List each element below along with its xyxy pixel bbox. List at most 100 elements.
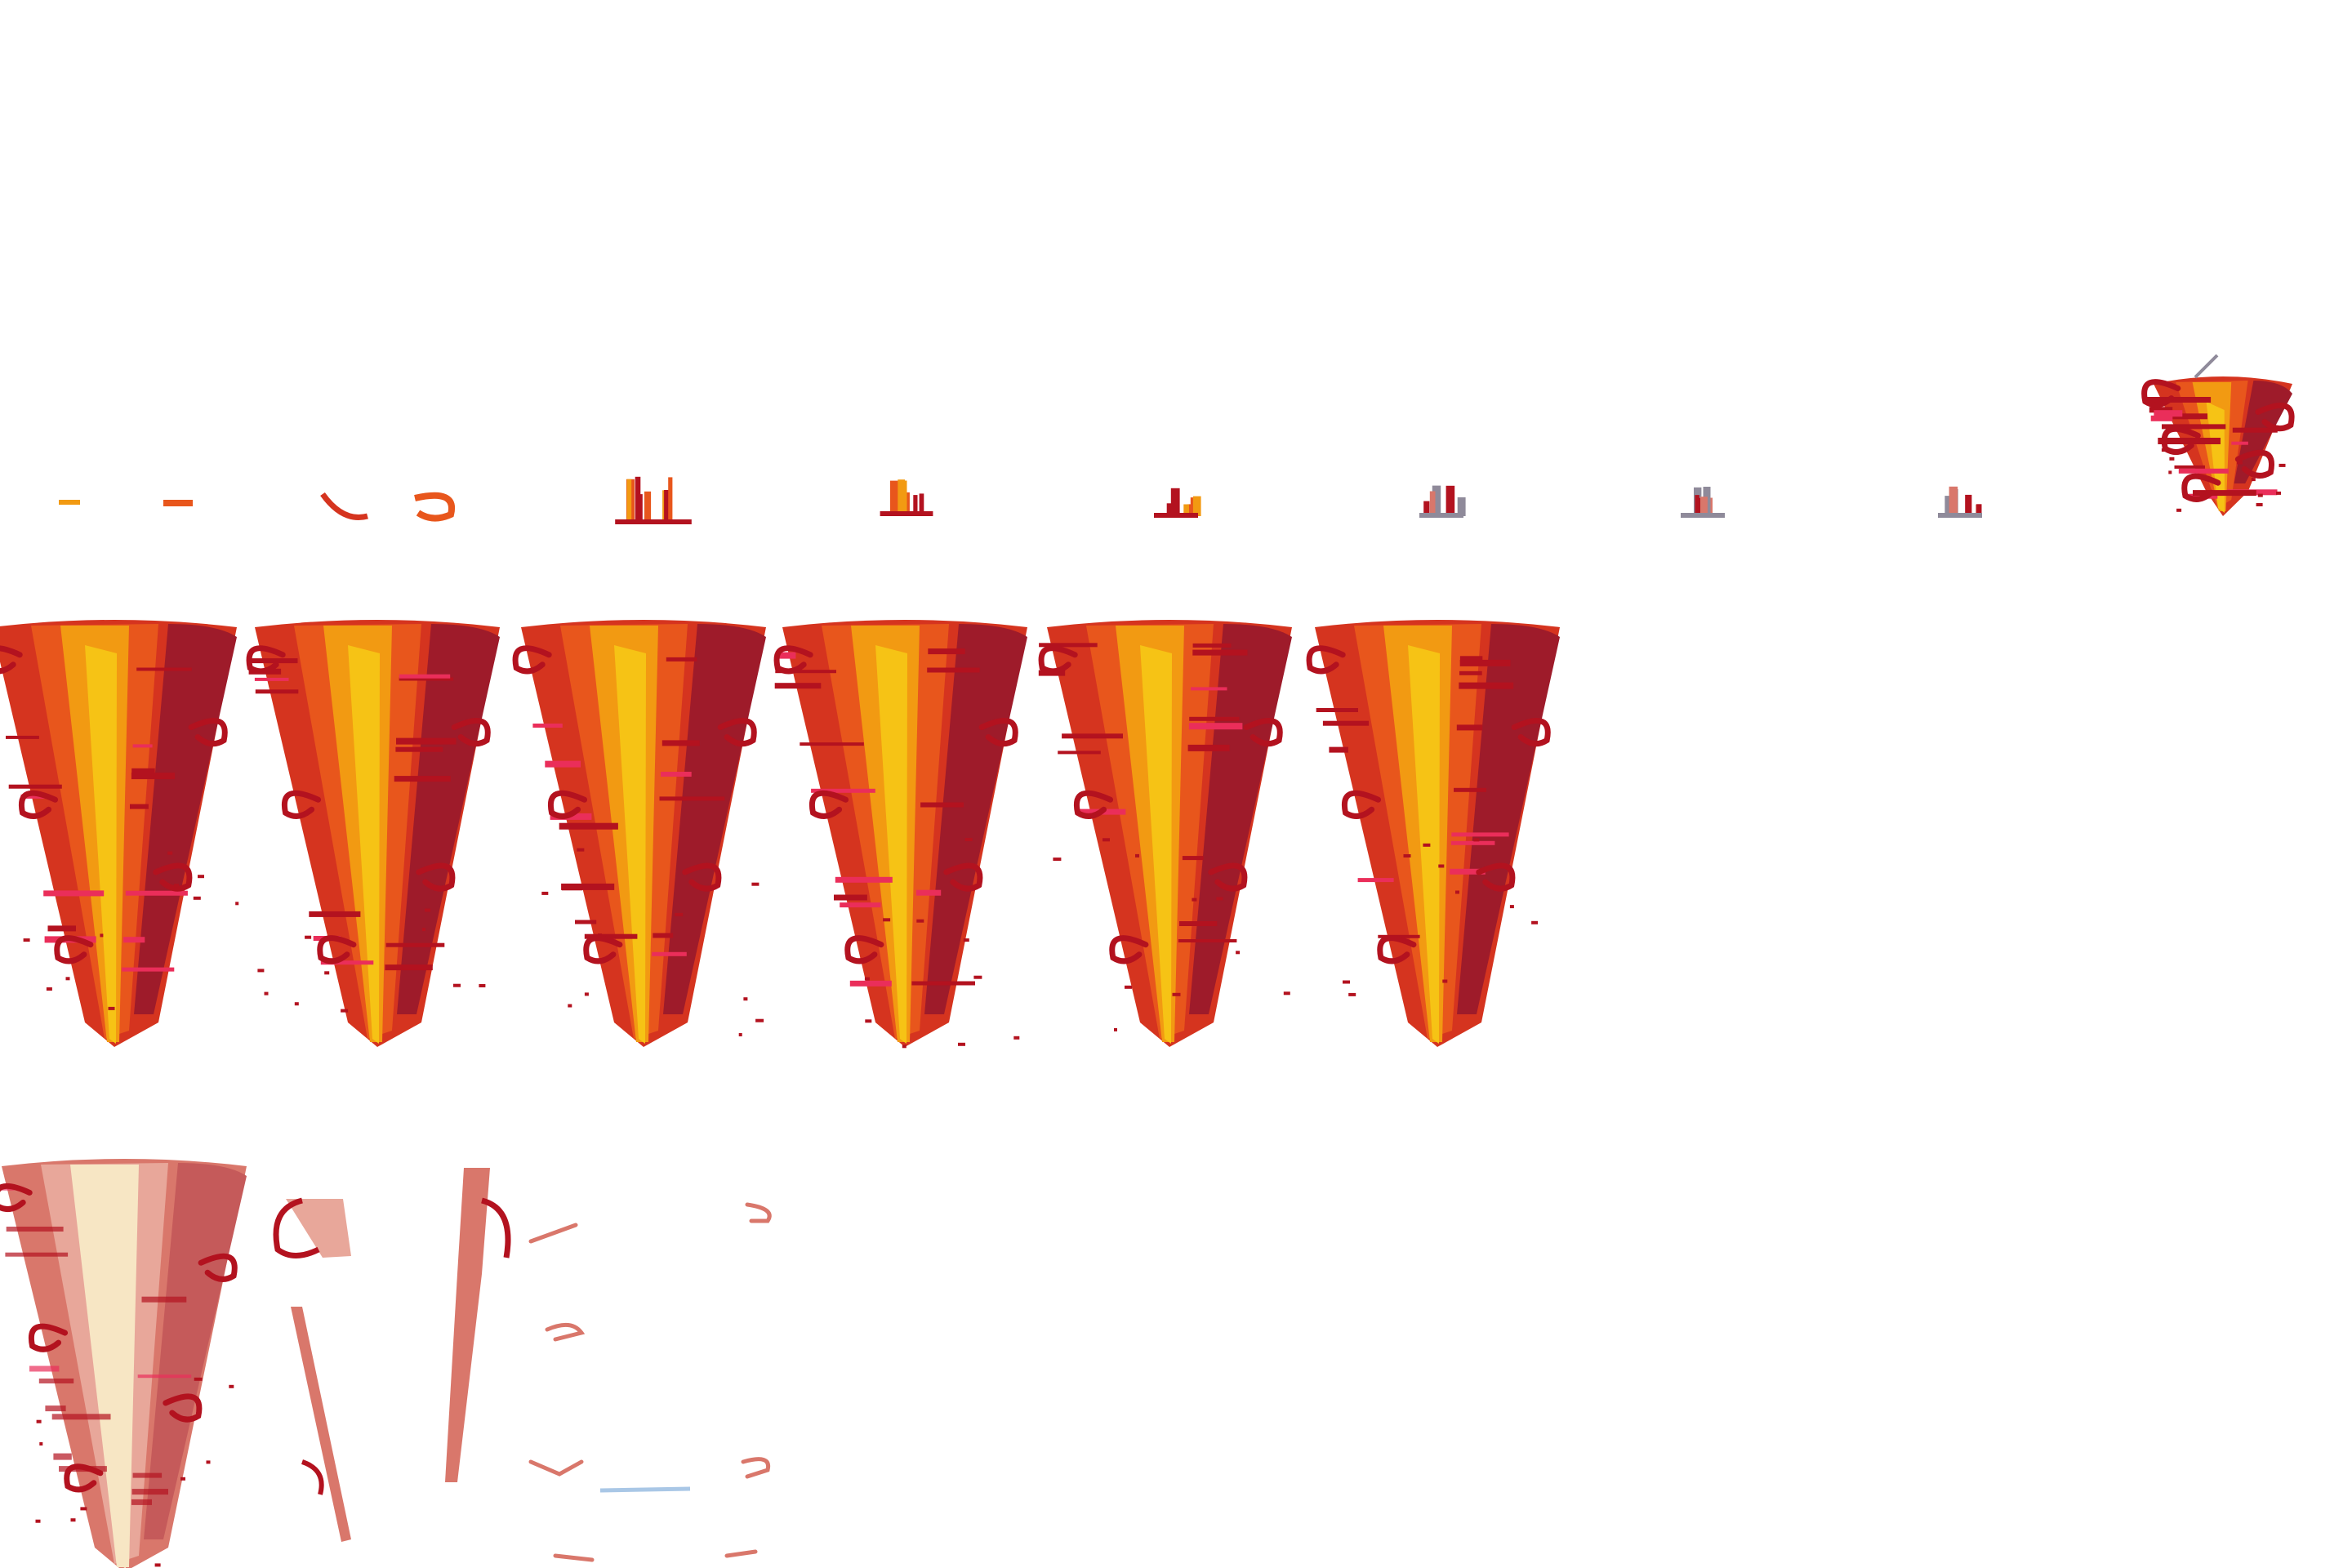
spark <box>1455 890 1459 894</box>
wind-curl <box>0 645 23 675</box>
wind-curl <box>1243 718 1283 747</box>
spark <box>964 838 973 841</box>
remnant-cloud <box>286 1199 351 1258</box>
spark <box>675 912 684 916</box>
wind-streak <box>395 746 443 752</box>
wind-streak <box>575 920 597 924</box>
wind-streak <box>1188 723 1243 730</box>
wind-streak <box>561 883 615 890</box>
tornado-frame <box>246 620 500 1047</box>
spark <box>154 1563 161 1567</box>
wind-streak <box>1182 856 1204 861</box>
wind-curl <box>163 1393 203 1423</box>
wind-curl <box>0 1183 33 1213</box>
wind-curl <box>808 790 849 819</box>
spark <box>1509 905 1514 909</box>
wind-streak <box>532 724 563 728</box>
spark <box>738 1033 742 1036</box>
spark <box>958 1042 965 1046</box>
spark <box>2251 478 2256 482</box>
flame-tongue <box>1944 496 1952 516</box>
wind-streak <box>6 1227 64 1232</box>
spark <box>902 1045 906 1049</box>
spark <box>577 848 585 852</box>
spark <box>2176 508 2182 512</box>
spark <box>2256 503 2263 506</box>
flame-tongue <box>1423 501 1430 516</box>
wind-streak <box>136 667 192 671</box>
spark <box>46 987 52 991</box>
flame-tongue <box>1192 496 1201 516</box>
wind-streak <box>29 1365 60 1372</box>
wind-streak <box>653 933 674 938</box>
spark <box>2236 461 2243 465</box>
spark <box>973 975 982 979</box>
wind-streak <box>1459 670 1482 675</box>
wind-streak <box>2174 465 2205 469</box>
spark <box>2169 457 2175 461</box>
ember <box>59 500 80 505</box>
wind-curl <box>451 718 491 747</box>
wind-streak <box>840 902 881 908</box>
funnel-core-bright <box>95 1184 127 1568</box>
wind-streak <box>2158 438 2221 444</box>
remnant-wisp <box>745 1202 772 1223</box>
spark <box>1531 920 1539 924</box>
wind-streak <box>2150 415 2173 421</box>
wind-curl <box>301 1459 324 1495</box>
wind-streak <box>584 933 638 939</box>
spark <box>174 884 180 888</box>
wind-curl <box>317 935 357 964</box>
wind-curl <box>978 718 1018 747</box>
spark <box>100 933 104 938</box>
wind-curl <box>547 790 588 819</box>
wind-streak <box>385 964 433 971</box>
spark <box>35 1519 41 1523</box>
flame-tongue <box>1965 494 1972 516</box>
spawn-frame-flames <box>615 476 692 524</box>
spark <box>2161 448 2167 452</box>
wind-streak <box>1187 744 1230 751</box>
wind-curl <box>246 645 286 675</box>
spawn-frame-sprout <box>880 479 933 516</box>
wind-streak <box>141 1296 187 1303</box>
wind-streak <box>928 648 965 655</box>
wind-curl <box>1377 935 1417 964</box>
flame-tongue <box>1429 491 1436 516</box>
wind-streak <box>47 925 76 932</box>
wind-streak <box>250 658 298 664</box>
wind-curl <box>1476 862 1516 892</box>
wind-curl <box>188 718 228 747</box>
wind-streak <box>1178 939 1237 942</box>
spark <box>1102 838 1110 842</box>
wind-streak <box>834 894 867 901</box>
spark <box>1053 858 1062 862</box>
wind-curl <box>1306 645 1346 675</box>
wind-streak <box>2232 427 2278 433</box>
dissipate-frame-wisps <box>528 1202 772 1562</box>
wind-curl <box>416 862 456 892</box>
flame-tongue <box>1695 495 1699 516</box>
wind-streak <box>8 784 62 789</box>
spark <box>1216 897 1223 901</box>
spark <box>2168 470 2172 474</box>
tornado-frame <box>0 1159 247 1568</box>
wind-streak <box>1456 724 1483 731</box>
spark <box>1283 991 1290 996</box>
flame-base <box>1154 513 1198 518</box>
wind-streak <box>6 735 39 739</box>
wind-streak <box>1450 840 1495 845</box>
flame-base <box>615 519 692 524</box>
flame-tongue <box>1949 486 1958 516</box>
wind-streak <box>122 967 175 972</box>
wind-streak <box>45 1405 66 1412</box>
spawn-frame-sprout-faint <box>1419 485 1466 518</box>
wind-curl <box>198 1253 238 1282</box>
spark <box>1172 992 1181 996</box>
spark <box>541 891 549 895</box>
spark <box>2257 493 2263 497</box>
remnant-strand <box>291 1307 351 1542</box>
wind-curl <box>844 935 884 964</box>
